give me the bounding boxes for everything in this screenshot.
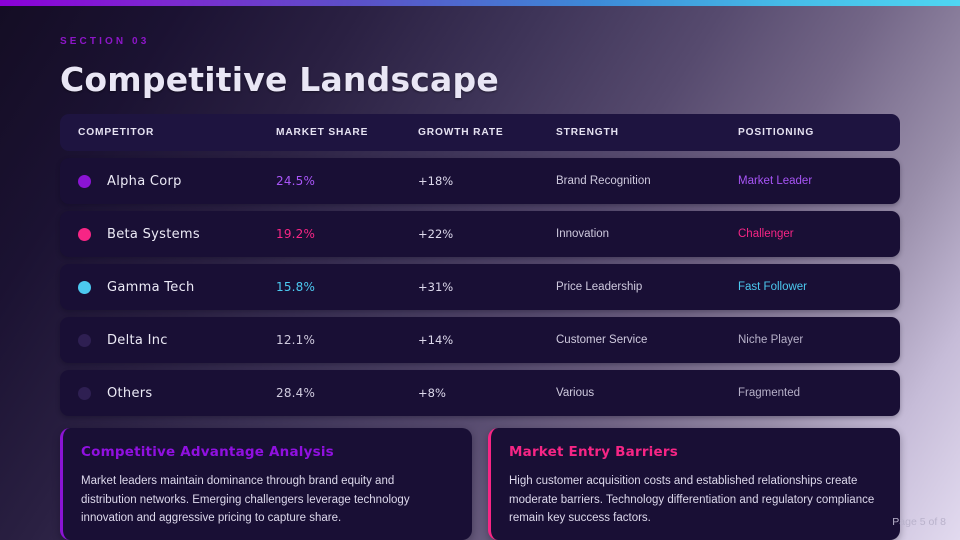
growth-rate-value: +22% (418, 227, 454, 241)
card-title: Competitive Advantage Analysis (81, 444, 334, 460)
top-accent-bar (0, 0, 960, 6)
column-header-competitor: COMPETITOR (78, 127, 155, 138)
card-body: Market leaders maintain dominance throug… (81, 475, 410, 524)
market-share-value: 24.5% (276, 174, 316, 188)
market-share-value: 28.4% (276, 386, 316, 400)
growth-rate-value: +14% (418, 333, 454, 347)
growth-rate-value: +8% (418, 386, 446, 400)
competitor-name: Others (107, 385, 153, 401)
competitor-name: Alpha Corp (107, 173, 182, 189)
market-share-value: 12.1% (276, 333, 316, 347)
market-share-value: 15.8% (276, 280, 316, 294)
competitor-dot-icon (78, 333, 91, 347)
table-row[interactable]: Gamma Tech 15.8% +31% Price Leadership F… (60, 264, 900, 310)
competitor-name: Delta Inc (107, 332, 168, 348)
market-share-value: 19.2% (276, 227, 316, 241)
table-row[interactable]: Beta Systems 19.2% +22% Innovation Chall… (60, 211, 900, 257)
competitor-name: Beta Systems (107, 226, 200, 242)
positioning-value: Challenger (738, 228, 794, 240)
insight-card-market-entry-barriers: Market Entry Barriers High customer acqu… (488, 428, 900, 540)
slide-header: SECTION 03 Competitive Landscape (60, 36, 499, 99)
strength-value: Customer Service (556, 334, 648, 346)
card-body: High customer acquisition costs and esta… (509, 475, 875, 524)
positioning-value: Market Leader (738, 175, 813, 187)
strength-value: Innovation (556, 228, 610, 240)
column-header-growth-rate: GROWTH RATE (418, 127, 504, 138)
strength-value: Price Leadership (556, 281, 643, 293)
page-indicator: Page 5 of 8 (892, 516, 946, 528)
competitor-dot-icon (78, 280, 91, 294)
positioning-value: Fragmented (738, 387, 801, 399)
positioning-value: Niche Player (738, 334, 804, 346)
strength-value: Brand Recognition (556, 175, 651, 187)
column-header-strength: STRENGTH (556, 127, 619, 138)
growth-rate-value: +31% (418, 280, 454, 294)
table-header-row: COMPETITOR MARKET SHARE GROWTH RATE STRE… (60, 114, 900, 151)
competitor-table: COMPETITOR MARKET SHARE GROWTH RATE STRE… (60, 114, 900, 416)
table-row[interactable]: Alpha Corp 24.5% +18% Brand Recognition … (60, 158, 900, 204)
section-eyebrow: SECTION 03 (60, 36, 150, 47)
competitor-dot-icon (78, 174, 91, 188)
card-title: Market Entry Barriers (509, 444, 678, 460)
insight-card-competitive-advantage: Competitive Advantage Analysis Market le… (60, 428, 472, 540)
competitor-dot-icon (78, 227, 91, 241)
column-header-market-share: MARKET SHARE (276, 127, 369, 138)
page-title: Competitive Landscape (60, 60, 499, 99)
table-row[interactable]: Others 28.4% +8% Various Fragmented (60, 370, 900, 416)
competitor-dot-icon (78, 386, 91, 400)
column-header-positioning: POSITIONING (738, 127, 815, 138)
growth-rate-value: +18% (418, 174, 454, 188)
competitor-name: Gamma Tech (107, 279, 195, 295)
strength-value: Various (556, 387, 595, 399)
positioning-value: Fast Follower (738, 281, 808, 293)
table-row[interactable]: Delta Inc 12.1% +14% Customer Service Ni… (60, 317, 900, 363)
